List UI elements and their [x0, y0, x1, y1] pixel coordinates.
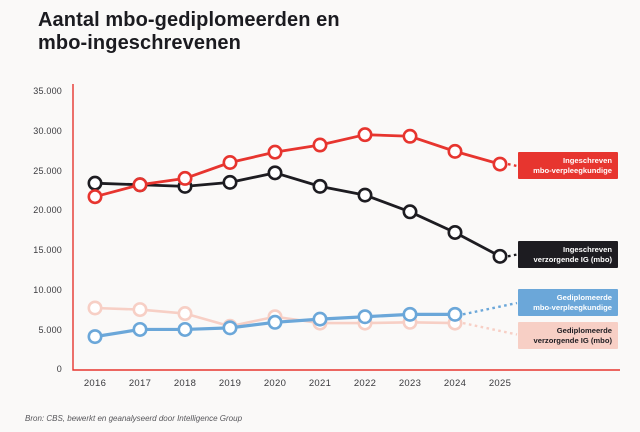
legend-label-line: Ingeschreven: [563, 245, 612, 254]
x-axis-tick: 2024: [443, 378, 467, 389]
page-title: Aantal mbo-gediplomeerden en mbo-ingesch…: [38, 9, 340, 56]
x-axis-tick: 2018: [173, 378, 197, 389]
legend-ingeschreven-mbo-verpleegkundige: Ingeschreven mbo-verpleegkundige: [518, 152, 618, 180]
y-axis-tick: 35.000: [33, 86, 62, 96]
legend-label-line: mbo-verpleegkundige: [533, 166, 612, 176]
x-axis-tick: 2021: [308, 378, 332, 389]
y-axis-tick: 25.000: [33, 166, 62, 176]
y-axis-tick: 0: [56, 364, 62, 374]
y-axis-tick: 30.000: [33, 126, 62, 136]
source-attribution: Bron: CBS, bewerkt en geanalyseerd door …: [25, 414, 243, 423]
legend-ingeschreven-verzorgende-ig: Ingeschreven verzorgende IG (mbo): [518, 241, 618, 269]
x-axis-tick: 2022: [353, 378, 377, 389]
x-axis-tick: 2016: [83, 378, 107, 389]
y-axis-tick: 20.000: [33, 205, 62, 215]
legend-label-line: Ingeschreven: [563, 156, 612, 165]
legend-gediplomeerde-verzorgende-ig: Gediplomeerde verzorgende IG (mbo): [518, 322, 618, 350]
legend-label-line: mbo-verpleegkundige: [533, 303, 612, 313]
x-axis-tick: 2025: [488, 378, 512, 389]
page-title-line-2: mbo-ingeschrevenen: [38, 32, 241, 55]
y-axis-tick: 10.000: [33, 285, 62, 295]
legend-label-line: Gediplomeerde: [556, 293, 612, 302]
x-axis-tick: 2019: [218, 378, 242, 389]
legend-label-line: Gediplomeerde: [556, 326, 612, 335]
page-title-line-1: Aantal mbo-gediplomeerden en: [38, 9, 340, 31]
y-axis-tick: 5.000: [38, 325, 62, 335]
y-axis-tick: 15.000: [33, 245, 62, 255]
legend-label-line: verzorgende IG (mbo): [533, 336, 612, 346]
legend-gediplomeerde-mbo-verpleegkundige: Gediplomeerde mbo-verpleegkundige: [518, 289, 618, 317]
x-axis-tick: 2020: [263, 378, 287, 389]
x-axis-tick: 2017: [128, 378, 152, 389]
x-axis-tick: 2023: [398, 378, 422, 389]
legend-label-line: verzorgende IG (mbo): [533, 255, 612, 265]
